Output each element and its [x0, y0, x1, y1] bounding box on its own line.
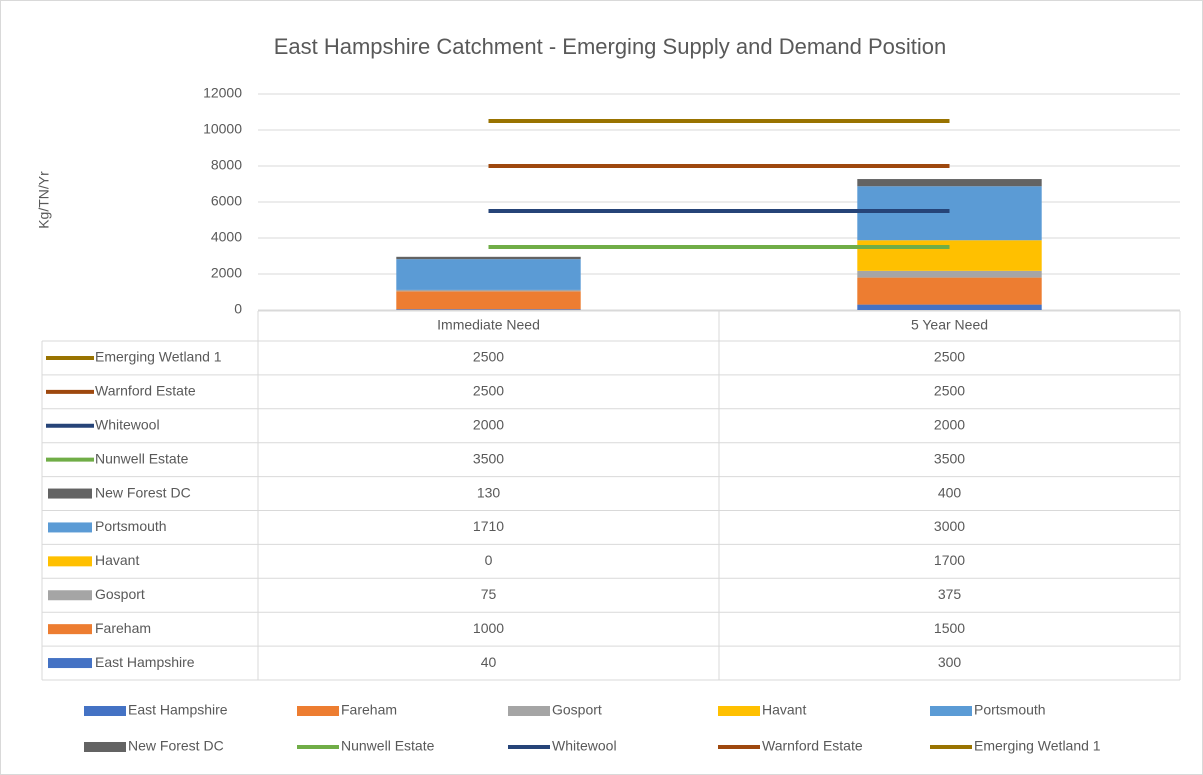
table-series-name: East Hampshire — [95, 654, 195, 670]
table-value: 1000 — [473, 620, 504, 636]
table-series-name: Havant — [95, 552, 139, 568]
table-key — [48, 488, 92, 499]
legend-label: Emerging Wetland 1 — [974, 738, 1101, 754]
bar-segment — [857, 270, 1042, 278]
table-value: 40 — [481, 654, 497, 670]
table-series-name: Portsmouth — [95, 518, 167, 534]
table-value: 375 — [938, 586, 962, 602]
legend-key — [930, 706, 972, 716]
table-value: 2000 — [934, 416, 965, 432]
table-value: 130 — [477, 484, 501, 500]
bar-segment — [396, 289, 581, 292]
table-value: 2500 — [934, 349, 965, 365]
table-series-name: Nunwell Estate — [95, 450, 189, 466]
legend-key — [508, 706, 550, 716]
bar-segment — [396, 259, 581, 290]
legend-label: Fareham — [341, 702, 397, 718]
x-tick-label: Immediate Need — [437, 317, 540, 333]
legend-label: Whitewool — [552, 738, 617, 754]
table-key — [48, 624, 92, 635]
table-series-name: Emerging Wetland 1 — [95, 349, 222, 365]
bar-segment — [857, 179, 1042, 187]
table-value: 3500 — [934, 450, 965, 466]
bar-segment — [857, 304, 1042, 310]
table-key — [48, 556, 92, 567]
y-tick-label: 0 — [234, 301, 242, 317]
table-value: 1710 — [473, 518, 504, 534]
y-axis-title: Kg/TN/Yr — [36, 171, 52, 229]
table-series-name: New Forest DC — [95, 484, 191, 500]
table-value: 2000 — [473, 416, 504, 432]
bar-segment — [857, 186, 1042, 241]
legend-label: Havant — [762, 702, 806, 718]
chart-title: East Hampshire Catchment - Emerging Supp… — [274, 34, 947, 59]
legend-key — [84, 742, 126, 752]
table-value: 75 — [481, 586, 497, 602]
table-key — [48, 590, 92, 601]
y-tick-label: 12000 — [203, 85, 242, 101]
bar-segment — [396, 309, 581, 310]
table-value: 400 — [938, 484, 962, 500]
legend-label: Warnford Estate — [762, 738, 863, 754]
legend-label: East Hampshire — [128, 702, 228, 718]
legend-key — [297, 706, 339, 716]
table-value: 3500 — [473, 450, 504, 466]
y-tick-label: 6000 — [211, 193, 242, 209]
y-tick-label: 4000 — [211, 229, 242, 245]
table-series-name: Fareham — [95, 620, 151, 636]
legend-key — [84, 706, 126, 716]
bar-segment — [857, 277, 1042, 305]
table-value: 2500 — [934, 383, 965, 399]
y-tick-label: 10000 — [203, 121, 242, 137]
y-tick-label: 2000 — [211, 265, 242, 281]
table-value: 2500 — [473, 349, 504, 365]
table-key — [48, 522, 92, 533]
table-series-name: Whitewool — [95, 416, 160, 432]
table-key — [48, 658, 92, 669]
table-value: 3000 — [934, 518, 965, 534]
table-series-name: Warnford Estate — [95, 383, 196, 399]
table-value: 300 — [938, 654, 962, 670]
table-series-name: Gosport — [95, 586, 145, 602]
legend-label: Gosport — [552, 702, 602, 718]
x-tick-label: 5 Year Need — [911, 317, 988, 333]
bar-segment — [396, 291, 581, 310]
table-value: 1500 — [934, 620, 965, 636]
bar-segment — [396, 256, 581, 260]
legend-label: Portsmouth — [974, 702, 1046, 718]
legend-label: Nunwell Estate — [341, 738, 435, 754]
table-value: 0 — [485, 552, 493, 568]
legend-key — [718, 706, 760, 716]
bar-segment — [857, 240, 1042, 271]
table-value: 1700 — [934, 552, 965, 568]
table-value: 2500 — [473, 383, 504, 399]
legend-label: New Forest DC — [128, 738, 224, 754]
y-tick-label: 8000 — [211, 157, 242, 173]
